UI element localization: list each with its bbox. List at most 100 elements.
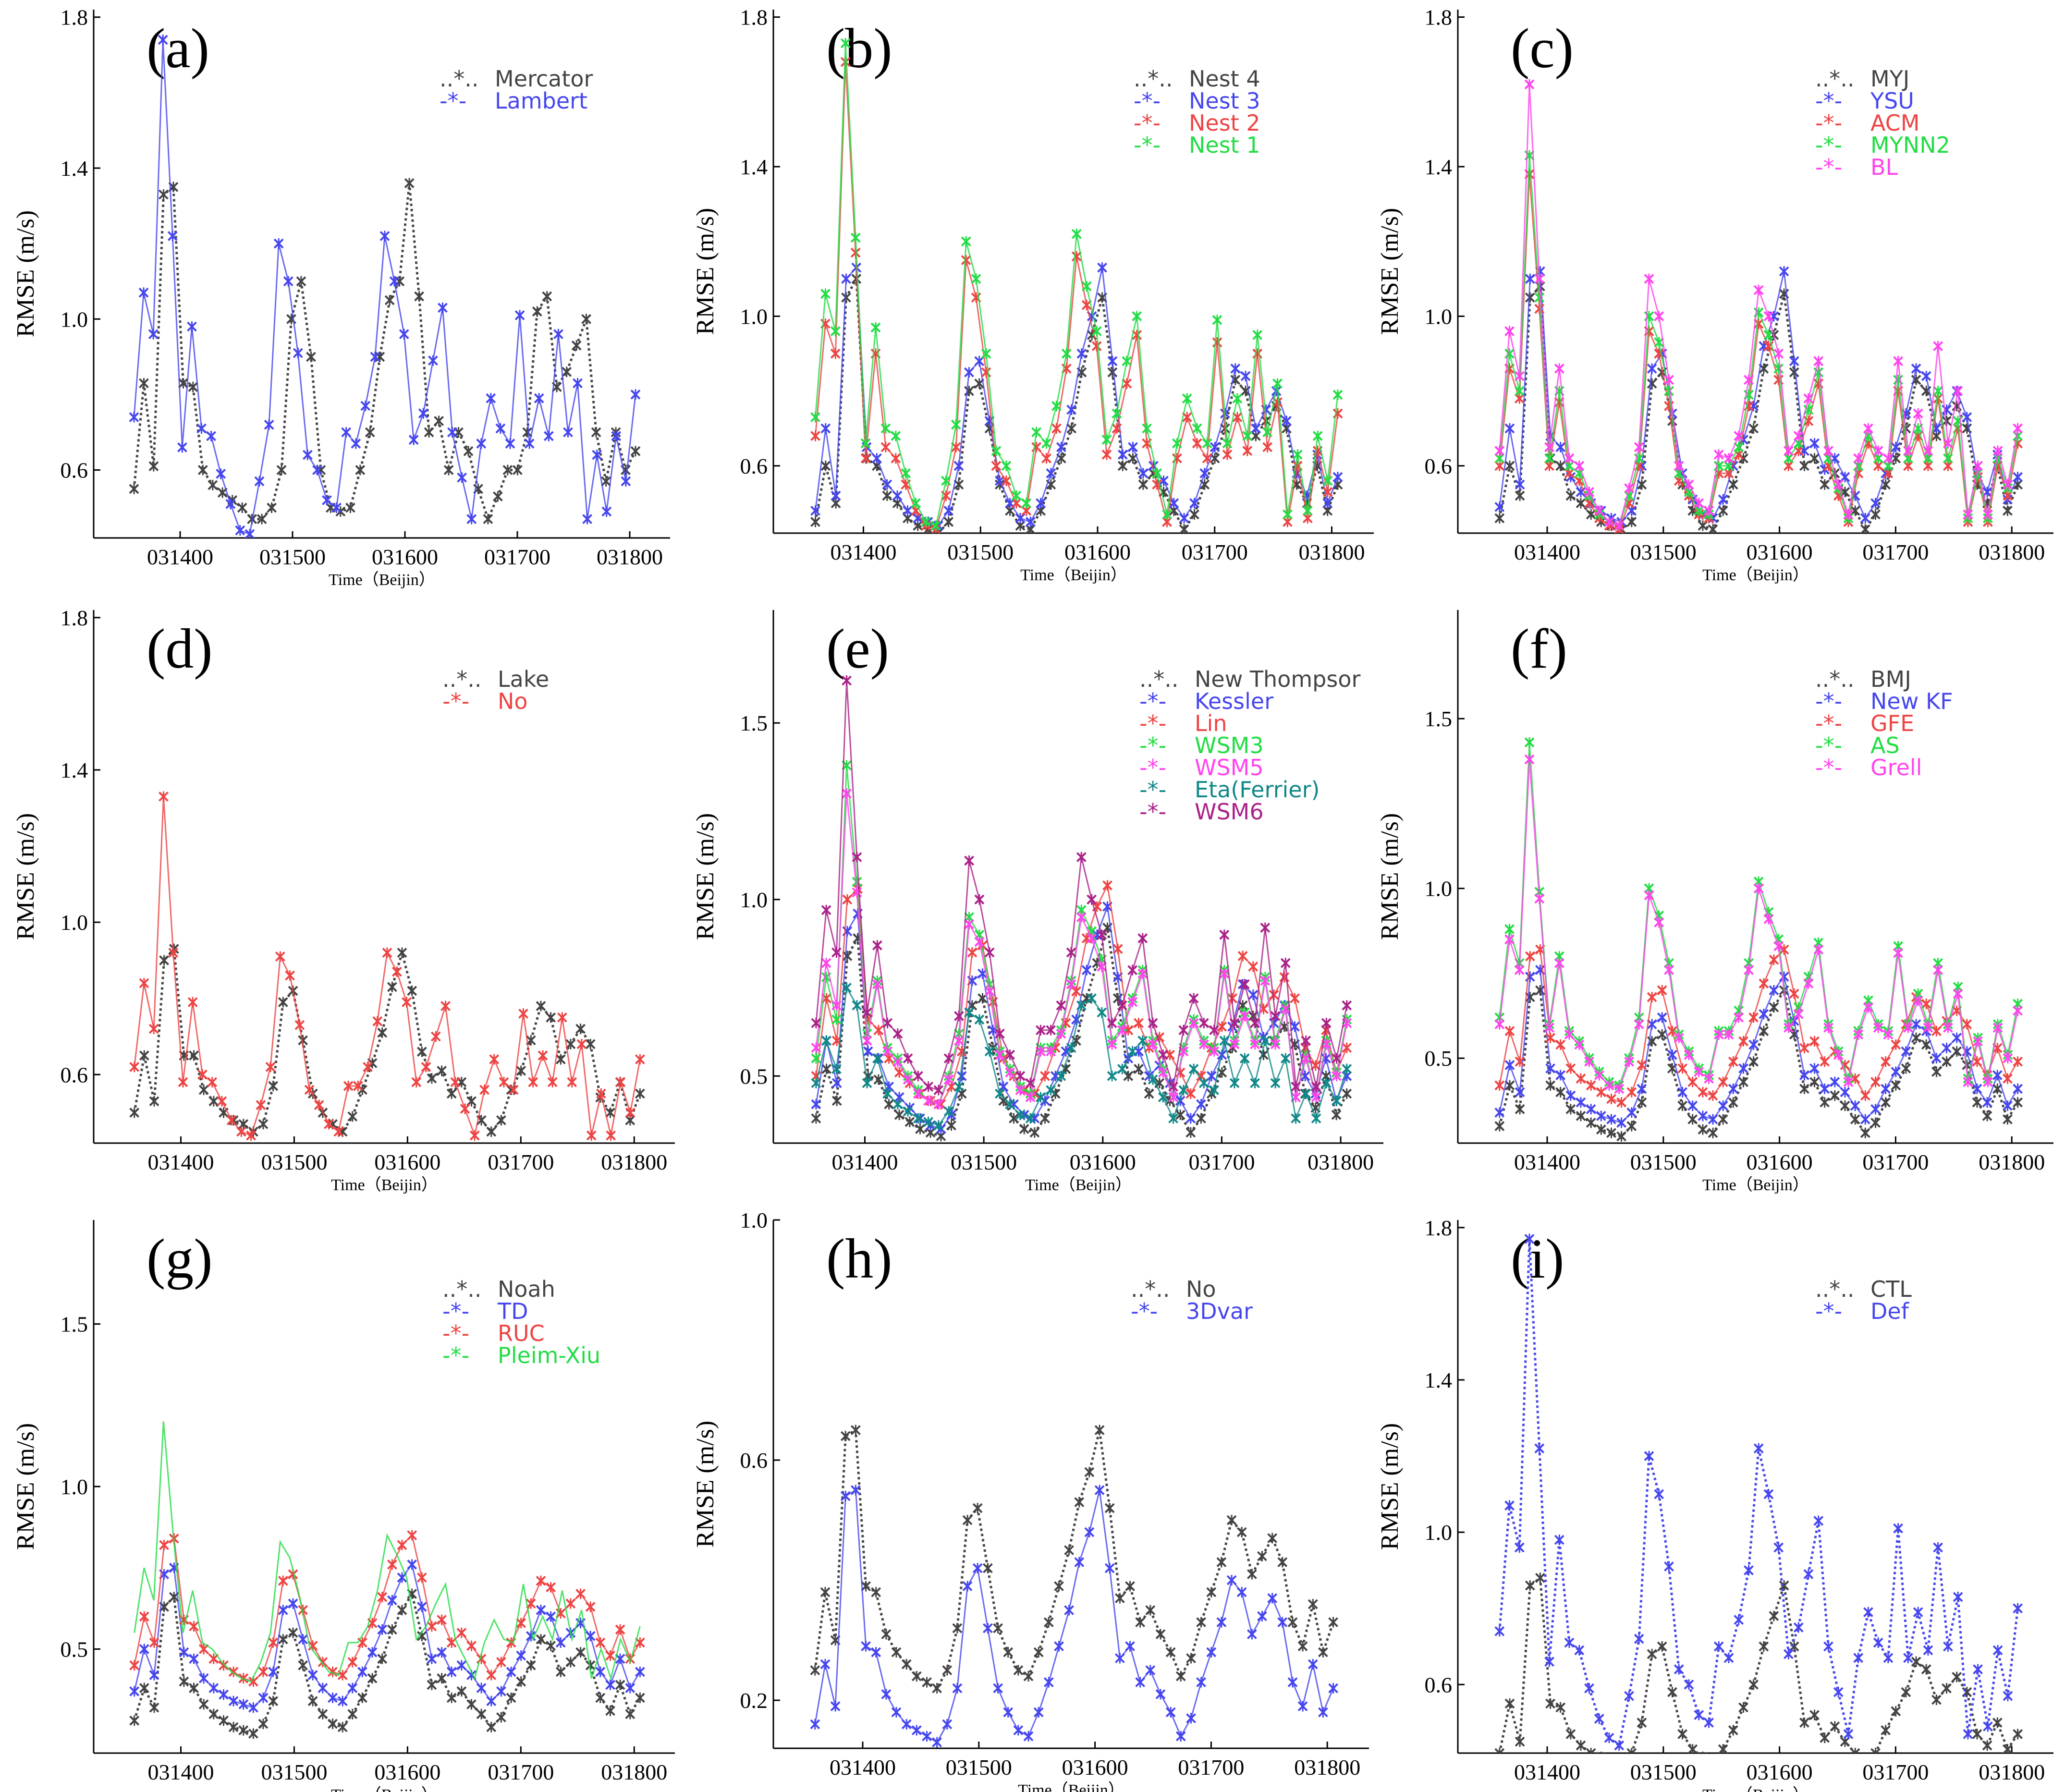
data-point xyxy=(267,502,277,513)
data-point xyxy=(188,381,198,392)
series-line-lake xyxy=(133,946,641,1134)
data-point xyxy=(1809,1036,1820,1047)
data-point xyxy=(882,1088,893,1099)
data-point xyxy=(1175,1731,1186,1742)
data-point xyxy=(1873,1022,1883,1033)
data-point xyxy=(1584,1683,1594,1694)
data-point xyxy=(360,401,371,411)
data-point xyxy=(991,445,1002,456)
data-point xyxy=(1789,988,1799,999)
data-point xyxy=(1504,934,1515,945)
data-point xyxy=(625,1708,635,1719)
chart-panel-8: 0.2 0.6 1.0 031400 031500 031600 031700 031800 R… xyxy=(692,1208,1369,1792)
data-point xyxy=(1179,512,1189,524)
data-point xyxy=(456,1660,467,1671)
legend-marker: -*- xyxy=(1815,132,1842,158)
chart-panel-6: 0.5 1.0 1.5 031400 031500 031600 031700 031800 R… xyxy=(1376,610,2053,1194)
data-point xyxy=(1175,1671,1186,1682)
data-point xyxy=(1239,979,1250,990)
data-point xyxy=(595,1637,606,1648)
data-point xyxy=(901,1659,912,1670)
data-point xyxy=(962,1515,973,1525)
data-point xyxy=(256,1099,266,1110)
x-tick-label: 031800 xyxy=(1299,540,1365,564)
data-point xyxy=(1035,1092,1046,1103)
data-point xyxy=(1793,1009,1804,1020)
series-group xyxy=(810,38,1343,533)
legend-entry: New Thompsor xyxy=(1195,666,1360,692)
data-point xyxy=(1071,986,1081,997)
data-point xyxy=(872,1053,882,1064)
data-point xyxy=(902,505,913,516)
data-point xyxy=(1025,1078,1036,1088)
data-point xyxy=(1134,1063,1144,1074)
data-point xyxy=(1239,1053,1250,1064)
legend-marker: ..*.. xyxy=(1134,66,1173,92)
data-point xyxy=(1504,1025,1515,1036)
data-point xyxy=(1342,1088,1352,1099)
legend-marker: -*- xyxy=(1815,688,1842,714)
data-point xyxy=(1738,1036,1748,1047)
data-point xyxy=(1870,1748,1881,1753)
data-point xyxy=(542,291,552,302)
data-point xyxy=(1616,1117,1627,1128)
data-point xyxy=(1604,1732,1614,1743)
data-point xyxy=(1809,438,1820,449)
data-point xyxy=(1870,1117,1881,1128)
data-point xyxy=(581,314,592,325)
data-point xyxy=(882,1046,893,1057)
data-point xyxy=(1783,1648,1794,1659)
data-point xyxy=(411,1077,422,1088)
data-point xyxy=(953,1035,964,1046)
data-point xyxy=(536,1634,546,1645)
data-point xyxy=(1734,441,1744,452)
data-point xyxy=(1850,1100,1860,1111)
data-point xyxy=(1046,1046,1056,1057)
data-point xyxy=(880,441,891,452)
data-point xyxy=(1748,1056,1759,1067)
data-point xyxy=(1494,1626,1505,1637)
data-point xyxy=(1647,363,1657,374)
data-point xyxy=(1189,498,1199,509)
data-point xyxy=(387,981,397,992)
data-point xyxy=(891,1707,902,1718)
data-point xyxy=(1850,1748,1860,1753)
data-point xyxy=(479,1085,489,1095)
data-point xyxy=(486,393,496,404)
data-point xyxy=(1803,1569,1814,1580)
data-point xyxy=(933,1085,944,1096)
data-point xyxy=(1270,1078,1281,1088)
data-point xyxy=(407,985,417,996)
data-point xyxy=(196,423,207,434)
data-point xyxy=(1015,1085,1026,1096)
data-point xyxy=(427,1679,437,1690)
data-point xyxy=(1748,1012,1759,1023)
series-line-myj xyxy=(1498,283,2019,532)
data-point xyxy=(518,1008,528,1019)
data-point xyxy=(596,1088,606,1099)
data-point xyxy=(363,1061,373,1073)
data-point xyxy=(506,1692,516,1703)
data-point xyxy=(1718,1114,1728,1125)
legend-entry: Lake xyxy=(498,666,549,692)
data-point xyxy=(1723,453,1734,464)
legend-marker: -*- xyxy=(1134,110,1161,136)
data-point xyxy=(1728,479,1738,490)
data-point xyxy=(1684,1049,1694,1061)
data-point xyxy=(1212,315,1222,326)
data-point xyxy=(894,1109,904,1121)
y-tick-label: 1.4 xyxy=(61,156,88,181)
data-point xyxy=(1982,1721,1993,1732)
data-point xyxy=(1107,1039,1117,1050)
data-point xyxy=(1094,1425,1105,1436)
data-point xyxy=(1586,1748,1596,1753)
data-point xyxy=(189,1682,199,1694)
data-point xyxy=(456,1627,467,1638)
data-point xyxy=(1769,311,1779,322)
data-point xyxy=(418,408,428,419)
data-point xyxy=(1001,475,1012,486)
data-point xyxy=(842,675,852,686)
data-point xyxy=(932,1737,942,1748)
y-tick-label: 1.0 xyxy=(1425,877,1453,901)
legend-entry: Nest 1 xyxy=(1189,132,1260,158)
